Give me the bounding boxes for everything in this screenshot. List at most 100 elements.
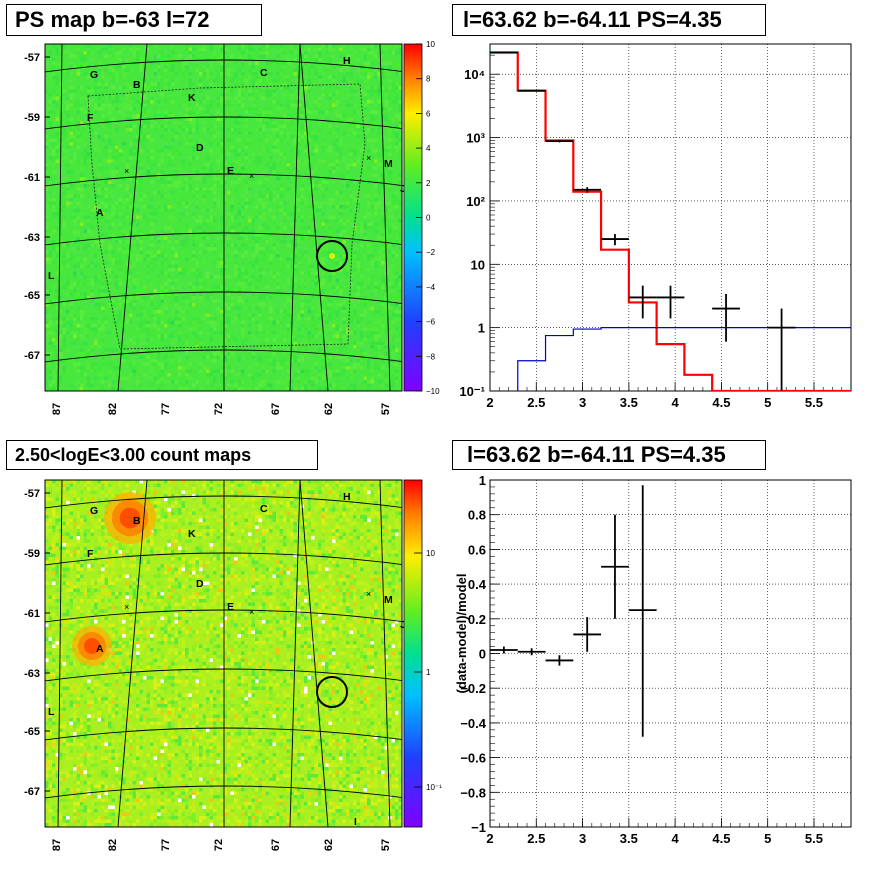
map-top-pixel — [94, 219, 98, 223]
map-top-pixel — [342, 58, 346, 62]
map-top-pixel — [227, 292, 231, 296]
map-top-pixel — [202, 163, 206, 167]
map-top-pixel — [111, 198, 115, 202]
map-top-pixel — [213, 198, 217, 202]
map-top-pixel — [342, 156, 346, 160]
map-top-pixel — [80, 110, 84, 114]
map-top-pixel — [69, 257, 73, 261]
map-top-pixel — [374, 292, 378, 296]
map-top-pixel — [62, 317, 66, 321]
map-top-pixel — [398, 86, 402, 90]
map-top-pixel — [227, 96, 231, 100]
map-top-pixel — [314, 177, 318, 181]
map-top-pixel — [174, 145, 178, 149]
map-top-pixel — [90, 142, 94, 146]
map-top-pixel — [272, 310, 276, 314]
map-top-pixel — [332, 282, 336, 286]
map-top-pixel — [139, 47, 143, 51]
map-top-pixel — [223, 163, 227, 167]
map-top-pixel — [297, 261, 301, 265]
map-top-pixel — [118, 152, 122, 156]
map-top-pixel — [374, 212, 378, 216]
map-top-pixel — [55, 208, 59, 212]
map-top-pixel — [69, 72, 73, 76]
map-top-pixel — [230, 152, 234, 156]
map-top-pixel — [230, 107, 234, 111]
map-top-pixel — [398, 303, 402, 307]
map-top-pixel — [384, 177, 388, 181]
map-top-pixel — [272, 250, 276, 254]
map-top-pixel — [167, 292, 171, 296]
map-top-pixel — [304, 51, 308, 55]
map-top-pixel — [272, 166, 276, 170]
map-top-pixel — [244, 79, 248, 83]
map-top-pixel — [52, 271, 56, 275]
map-top-pixel — [367, 243, 371, 247]
map-top-pixel — [55, 219, 59, 223]
map-top-pixel — [52, 331, 56, 335]
map-top-pixel — [101, 79, 105, 83]
map-top-pixel — [122, 156, 126, 160]
map-top-pixel — [255, 86, 259, 90]
map-top-pixel — [279, 292, 283, 296]
map-top-pixel — [80, 47, 84, 51]
map-top-pixel — [269, 194, 273, 198]
map-top-pixel — [202, 96, 206, 100]
map-top-pixel — [377, 163, 381, 167]
map-top-pixel — [171, 68, 175, 72]
map-top-pixel — [104, 247, 108, 251]
map-top-pixel — [97, 191, 101, 195]
map-top-pixel — [223, 338, 227, 342]
map-top-pixel — [101, 110, 105, 114]
map-top-pixel — [325, 93, 329, 97]
map-top-pixel — [332, 317, 336, 321]
map-top-pixel — [335, 131, 339, 135]
map-top-pixel — [223, 166, 227, 170]
map-top-pixel — [213, 317, 217, 321]
map-top-pixel — [269, 173, 273, 177]
map-top-pixel — [153, 254, 157, 258]
map-top-pixel — [139, 103, 143, 107]
map-top-pixel — [332, 75, 336, 79]
map-top-pixel — [297, 327, 301, 331]
map-top-pixel — [150, 268, 154, 272]
map-top-pixel — [384, 51, 388, 55]
map-top-pixel — [367, 268, 371, 272]
map-top-pixel — [83, 110, 87, 114]
map-top-pixel — [192, 117, 196, 121]
map-top-pixel — [209, 68, 213, 72]
map-top-pixel — [122, 177, 126, 181]
map-top-pixel — [363, 96, 367, 100]
map-top-pixel — [83, 247, 87, 251]
map-top-pixel — [143, 82, 147, 86]
map-top-pixel — [199, 275, 203, 279]
map-top-pixel — [307, 131, 311, 135]
map-top-pixel — [206, 135, 210, 139]
map-top-pixel — [76, 201, 80, 205]
map-top-pixel — [143, 135, 147, 139]
map-top-pixel — [293, 285, 297, 289]
map-top-pixel — [258, 128, 262, 132]
map-top-pixel — [164, 229, 168, 233]
map-top-pixel — [87, 299, 91, 303]
map-top-pixel — [265, 268, 269, 272]
map-top-pixel — [80, 124, 84, 128]
map-top-pixel — [241, 205, 245, 209]
map-top-pixel — [377, 128, 381, 132]
map-top-pixel — [325, 86, 329, 90]
map-top-pixel — [76, 306, 80, 310]
map-top-pixel — [160, 142, 164, 146]
map-top-pixel — [202, 212, 206, 216]
map-top-pixel — [104, 152, 108, 156]
map-top-pixel — [332, 310, 336, 314]
map-top-pixel — [146, 296, 150, 300]
map-top-pixel — [216, 44, 220, 48]
map-top-pixel — [353, 250, 357, 254]
map-top-pixel — [230, 170, 234, 174]
map-top-pixel — [69, 156, 73, 160]
map-top-pixel — [209, 313, 213, 317]
map-top-pixel — [234, 72, 238, 76]
map-top-pixel — [167, 275, 171, 279]
map-top-pixel — [237, 131, 241, 135]
